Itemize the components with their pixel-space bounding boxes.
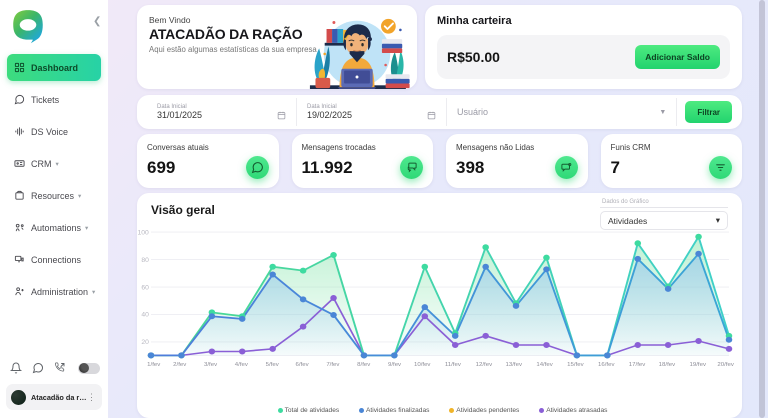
svg-text:4/fev: 4/fev — [235, 362, 248, 368]
svg-text:20/fev: 20/fev — [717, 362, 734, 368]
svg-text:5/fev: 5/fev — [266, 362, 279, 368]
svg-text:13/fev: 13/fev — [506, 362, 523, 368]
svg-text:9/fev: 9/fev — [388, 362, 401, 368]
svg-text:17/fev: 17/fev — [629, 362, 646, 368]
svg-text:8/fev: 8/fev — [357, 362, 370, 368]
svg-text:6/fev: 6/fev — [296, 362, 309, 368]
svg-text:14/fev: 14/fev — [536, 362, 553, 368]
svg-text:15/fev: 15/fev — [567, 362, 584, 368]
svg-text:1/fev: 1/fev — [147, 362, 160, 368]
svg-text:80: 80 — [141, 257, 149, 264]
svg-text:40: 40 — [141, 312, 149, 319]
svg-text:100: 100 — [138, 230, 150, 237]
svg-text:10/fev: 10/fev — [414, 362, 431, 368]
svg-text:20: 20 — [141, 339, 149, 346]
svg-text:7/fev: 7/fev — [326, 362, 339, 368]
svg-text:2/fev: 2/fev — [173, 362, 186, 368]
svg-text:16/fev: 16/fev — [598, 362, 615, 368]
svg-text:3/fev: 3/fev — [204, 362, 217, 368]
svg-text:60: 60 — [141, 285, 149, 292]
svg-text:19/fev: 19/fev — [690, 362, 707, 368]
svg-text:18/fev: 18/fev — [659, 362, 676, 368]
svg-text:11/fev: 11/fev — [445, 362, 461, 368]
svg-text:12/fev: 12/fev — [476, 362, 493, 368]
